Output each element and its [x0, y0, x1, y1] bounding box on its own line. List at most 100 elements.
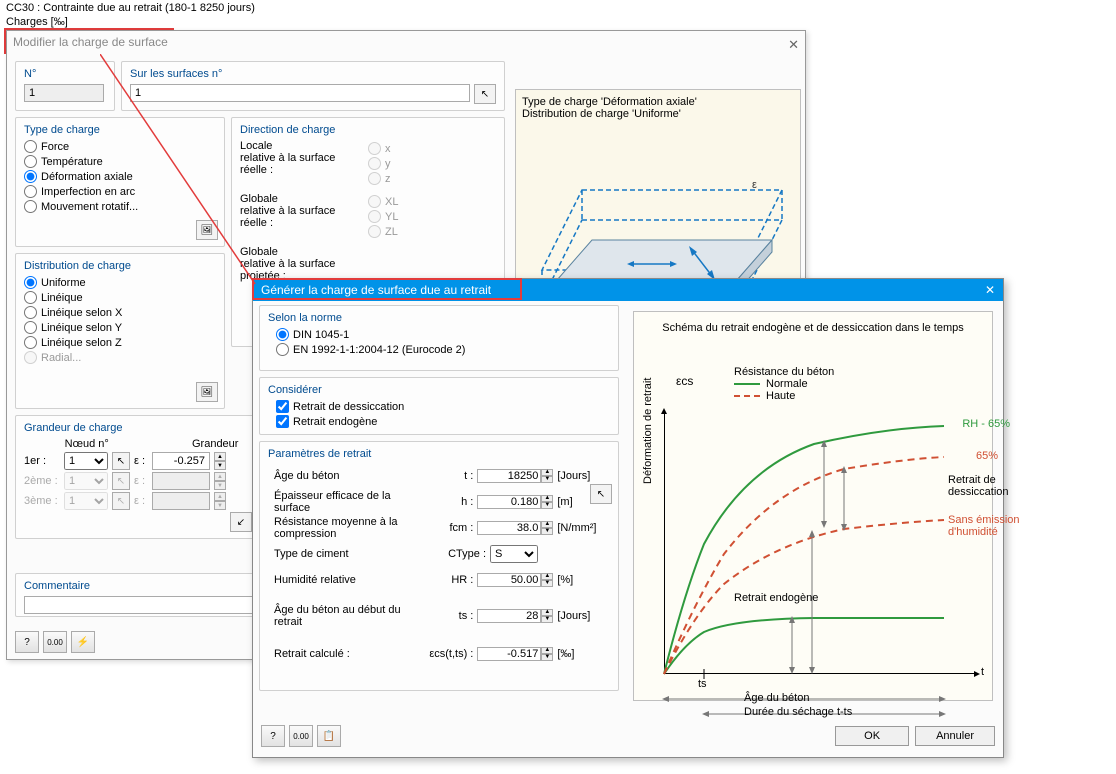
- direction-local-opt: x: [368, 142, 391, 155]
- grandeur-node-select: 1: [64, 492, 108, 510]
- sub-help-button[interactable]: ?: [261, 725, 285, 747]
- param-row: Humidité relativeHR :▲▼[%]: [274, 568, 610, 592]
- spin-up[interactable]: ▲: [541, 573, 553, 580]
- consider-group: Considérer Retrait de dessiccation Retra…: [259, 377, 619, 435]
- param-row: Retrait calculé :εcs(t,ts) :▲▼[‰]: [274, 642, 610, 666]
- params-pick-button[interactable]: ↖: [590, 484, 612, 504]
- param-row: Épaisseur efficace de la surfaceh :▲▼[m]: [274, 490, 610, 514]
- param-row: Âge du bétont :▲▼[Jours]: [274, 464, 610, 488]
- distribution-option: Radial...: [24, 351, 216, 364]
- grandeur-group: Grandeur de charge Nœud n° Grandeur 1er …: [15, 415, 259, 539]
- local-label: Locale relative à la surface réelle :: [240, 140, 360, 187]
- param-input[interactable]: [477, 469, 541, 483]
- main-bottom-tools: ? 0.00 ⚡: [15, 631, 95, 653]
- ann-endo: Retrait endogène: [734, 592, 818, 604]
- no-label: N°: [24, 68, 106, 80]
- spin-down[interactable]: ▼: [541, 502, 553, 509]
- grandeur-value-input: [152, 472, 210, 490]
- sub-close-icon[interactable]: ✕: [985, 279, 995, 301]
- sub-footer: ? 0.00 📋 OK Annuler: [261, 723, 995, 749]
- param-input[interactable]: [477, 495, 541, 509]
- ann-sanshum: Sans émission d'humidité: [948, 514, 1028, 538]
- spin-up[interactable]: ▲: [541, 495, 553, 502]
- main-titlebar: Modifier la charge de surface ✕: [7, 31, 805, 53]
- surf-group: Sur les surfaces n° ↖: [121, 61, 505, 111]
- type-charge-option[interactable]: Mouvement rotatif...: [24, 200, 216, 213]
- spin-down[interactable]: ▼: [541, 476, 553, 483]
- spin-down[interactable]: ▼: [541, 580, 553, 587]
- grandeur-spin-up[interactable]: ▲: [214, 452, 226, 461]
- no-input[interactable]: [24, 84, 104, 102]
- grandeur-spin-up: ▲: [214, 492, 226, 501]
- spin-up[interactable]: ▲: [541, 521, 553, 528]
- param-input[interactable]: [477, 647, 541, 661]
- help-button[interactable]: ?: [15, 631, 39, 653]
- norme-option[interactable]: EN 1992-1-1:2004-12 (Eurocode 2): [276, 343, 610, 356]
- param-input[interactable]: [477, 521, 541, 535]
- grandeur-pick-button: ↖: [112, 472, 130, 490]
- sub-title: Générer la charge de surface due au retr…: [261, 279, 491, 301]
- distribution-option[interactable]: Linéique selon Y: [24, 321, 216, 334]
- direction-global-opt: ZL: [368, 225, 398, 238]
- consider-option[interactable]: Retrait endogène: [276, 415, 610, 428]
- grandeur-pick-button[interactable]: ↖: [112, 452, 130, 470]
- main-title: Modifier la charge de surface: [13, 35, 168, 49]
- spin-down[interactable]: ▼: [541, 654, 553, 661]
- distribution-option[interactable]: Linéique selon Z: [24, 336, 216, 349]
- spin-down[interactable]: ▼: [541, 528, 553, 535]
- consider-option[interactable]: Retrait de dessiccation: [276, 400, 610, 413]
- spin-up[interactable]: ▲: [541, 469, 553, 476]
- ann-rh65: RH - 65%: [962, 418, 1010, 430]
- param-input[interactable]: [477, 609, 541, 623]
- curves-svg: [664, 414, 974, 674]
- grandeur-row: 1er : 1 ↖ ε : ▲▼: [24, 452, 250, 470]
- pick-surfaces-button[interactable]: ↖: [474, 84, 496, 104]
- distribution-option[interactable]: Uniforme: [24, 276, 216, 289]
- type-charge-option[interactable]: Force: [24, 140, 216, 153]
- cancel-button[interactable]: Annuler: [915, 726, 995, 746]
- legend-haute: Haute: [766, 390, 795, 402]
- grandeur-spin-down: ▼: [214, 501, 226, 510]
- type-charge-group: Type de charge Force Température Déforma…: [15, 117, 225, 247]
- type-charge-option[interactable]: Température: [24, 155, 216, 168]
- grandeur-value-input[interactable]: [152, 452, 210, 470]
- grandeur-spin-down[interactable]: ▼: [214, 461, 226, 470]
- sub-clip-button[interactable]: 📋: [317, 725, 341, 747]
- grandeur-aux-button[interactable]: ↙: [230, 512, 252, 532]
- param-row: Résistance moyenne à la compressionfcm :…: [274, 516, 610, 540]
- legend-normale: Normale: [766, 378, 808, 390]
- legend: Résistance du béton Normale Haute: [734, 366, 834, 402]
- distribution-title: Distribution de charge: [24, 260, 216, 272]
- param-input[interactable]: [477, 573, 541, 587]
- param-row: Type de cimentCType :S: [274, 542, 610, 566]
- grandeur-row: 2ème : 1 ↖ ε : ▲▼: [24, 472, 250, 490]
- grandeur-header: Grandeur: [192, 438, 250, 450]
- ok-button[interactable]: OK: [835, 726, 909, 746]
- grandeur-spin-down: ▼: [214, 481, 226, 490]
- sub-units-button[interactable]: 0.00: [289, 725, 313, 747]
- ann-xcap2: Durée du séchage t-ts: [744, 706, 852, 718]
- chart-area: Déformation de retrait RH - 65% 65% Retr…: [664, 414, 974, 674]
- grandeur-pick-button: ↖: [112, 492, 130, 510]
- surf-label: Sur les surfaces n°: [130, 68, 496, 80]
- grandeur-node-select[interactable]: 1: [64, 452, 108, 470]
- param-select[interactable]: S: [490, 545, 538, 563]
- units-button[interactable]: 0.00: [43, 631, 67, 653]
- norme-option[interactable]: DIN 1045-1: [276, 328, 610, 341]
- grandeur-node-select: 1: [64, 472, 108, 490]
- spin-up[interactable]: ▲: [541, 647, 553, 654]
- spin-down[interactable]: ▼: [541, 616, 553, 623]
- distribution-option[interactable]: Linéique: [24, 291, 216, 304]
- distribution-option[interactable]: Linéique selon X: [24, 306, 216, 319]
- type-charge-title: Type de charge: [24, 124, 216, 136]
- gen-button[interactable]: ⚡: [71, 631, 95, 653]
- preview-line1: Type de charge 'Déformation axiale': [522, 96, 794, 108]
- surf-input[interactable]: [130, 84, 470, 102]
- legend-title: Résistance du béton: [734, 366, 834, 378]
- type-charge-option[interactable]: Imperfection en arc: [24, 185, 216, 198]
- spin-up[interactable]: ▲: [541, 609, 553, 616]
- type-charge-aux-button[interactable]: 🖼: [196, 220, 218, 240]
- type-charge-option[interactable]: Déformation axiale: [24, 170, 216, 183]
- context-title: CC30 : Contrainte due au retrait (180-1 …: [6, 2, 255, 14]
- distribution-aux-button[interactable]: 🖼: [196, 382, 218, 402]
